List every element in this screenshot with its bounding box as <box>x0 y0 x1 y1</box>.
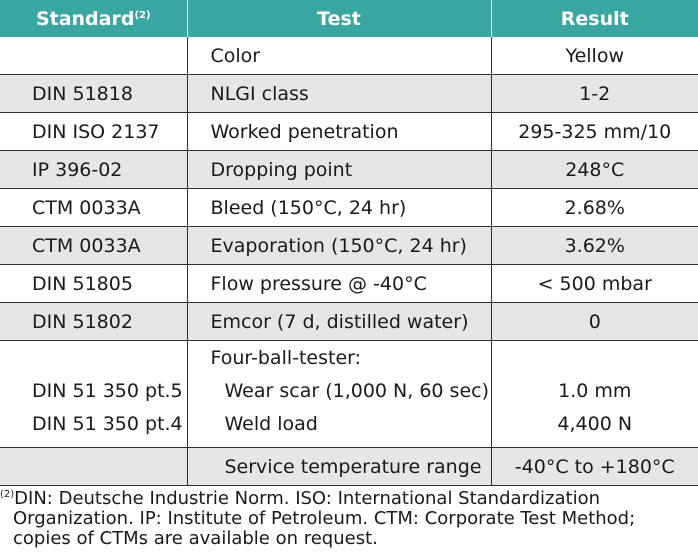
standard-cell <box>0 37 188 75</box>
standard-cell: CTM 0033A <box>0 188 188 227</box>
standard-cell <box>0 447 188 486</box>
table-row: DIN 51818 NLGI class 1-2 <box>0 74 698 113</box>
standard-line: DIN 51 350 pt.5 <box>32 380 183 402</box>
result-cell: -40°C to +180°C <box>491 447 698 486</box>
footnote: (2)DIN: Deutsche Industrie Norm. ISO: In… <box>0 485 698 549</box>
table-row: DIN 51802 Emcor (7 d, distilled water) 0 <box>0 302 698 341</box>
standard-cell: CTM 0033A <box>0 226 188 265</box>
table-row: CTM 0033A Bleed (150°C, 24 hr) 2.68% <box>0 188 698 227</box>
result-cell: < 500 mbar <box>491 264 698 303</box>
specification-table: Standard(2) Test Result Color Yellow DIN… <box>0 0 698 486</box>
result-line: 4,400 N <box>557 413 633 435</box>
result-cell: 1.0 mm 4,400 N <box>491 340 698 448</box>
standard-cell: IP 396-02 <box>0 150 188 189</box>
standard-line: DIN 51 350 pt.4 <box>32 413 183 435</box>
standard-line <box>32 342 187 375</box>
test-cell: NLGI class <box>187 74 492 113</box>
footnote-text: DIN: Deutsche Industrie Norm. ISO: Inter… <box>14 488 601 509</box>
footnote-line: (2)DIN: Deutsche Industrie Norm. ISO: In… <box>0 485 698 509</box>
header-test: Test <box>187 0 492 37</box>
table-row: Service temperature range -40°C to +180°… <box>0 447 698 486</box>
table-row: DIN ISO 2137 Worked penetration 295-325 … <box>0 112 698 151</box>
test-cell: Color <box>187 37 492 75</box>
four-ball-heading: Four-ball-tester: <box>210 347 362 369</box>
footnote-ref: (2) <box>134 9 151 21</box>
table-row: Color Yellow <box>0 37 698 75</box>
four-ball-row: DIN 51 350 pt.5 DIN 51 350 pt.4 Four-bal… <box>0 340 698 448</box>
standard-cell: DIN 51818 <box>0 74 188 113</box>
test-cell: Four-ball-tester: Wear scar (1,000 N, 60… <box>187 340 492 448</box>
header-standard: Standard(2) <box>0 0 188 37</box>
test-line: Wear scar (1,000 N, 60 sec) <box>224 380 490 402</box>
test-cell: Worked penetration <box>187 112 492 151</box>
result-cell: Yellow <box>491 37 698 75</box>
result-line <box>492 342 698 375</box>
result-cell: 0 <box>491 302 698 341</box>
footnote-marker: (2) <box>0 489 15 500</box>
table-row: DIN 51805 Flow pressure @ -40°C < 500 mb… <box>0 264 698 303</box>
result-cell: 295-325 mm/10 <box>491 112 698 151</box>
footnote-line: copies of CTMs are available on request. <box>13 528 378 549</box>
test-cell: Bleed (150°C, 24 hr) <box>187 188 492 227</box>
test-cell: Flow pressure @ -40°C <box>187 264 492 303</box>
standard-cell: DIN 51 350 pt.5 DIN 51 350 pt.4 <box>0 340 188 448</box>
test-cell: Emcor (7 d, distilled water) <box>187 302 492 341</box>
standard-cell: DIN ISO 2137 <box>0 112 188 151</box>
footnote-line: Organization. IP: Institute of Petroleum… <box>13 508 636 529</box>
standard-cell: DIN 51802 <box>0 302 188 341</box>
test-line: Weld load <box>224 413 318 435</box>
table-row: IP 396-02 Dropping point 248°C <box>0 150 698 189</box>
header-result: Result <box>491 0 698 37</box>
table-row: CTM 0033A Evaporation (150°C, 24 hr) 3.6… <box>0 226 698 265</box>
result-cell: 1-2 <box>491 74 698 113</box>
result-cell: 3.62% <box>491 226 698 265</box>
result-line: 1.0 mm <box>558 380 632 402</box>
header-standard-label: Standard <box>35 7 135 30</box>
test-cell: Dropping point <box>187 150 492 189</box>
test-cell: Evaporation (150°C, 24 hr) <box>187 226 492 265</box>
result-cell: 248°C <box>491 150 698 189</box>
result-cell: 2.68% <box>491 188 698 227</box>
table-header-row: Standard(2) Test Result <box>0 0 698 37</box>
standard-cell: DIN 51805 <box>0 264 188 303</box>
test-cell: Service temperature range <box>187 447 492 486</box>
